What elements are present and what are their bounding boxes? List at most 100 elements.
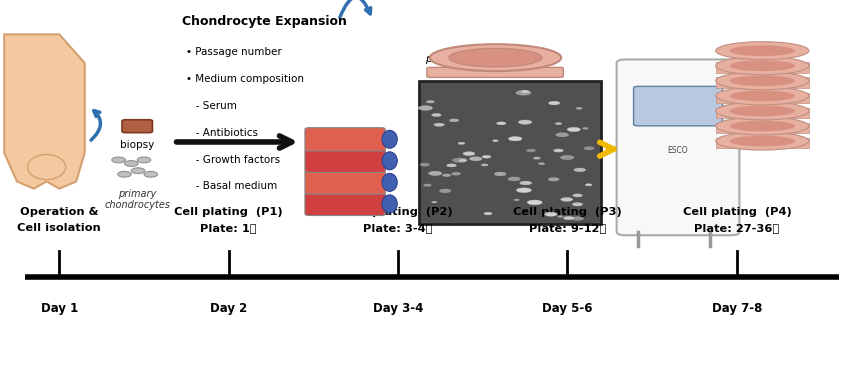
FancyBboxPatch shape	[716, 92, 809, 103]
Ellipse shape	[534, 157, 540, 159]
Ellipse shape	[450, 119, 459, 122]
Ellipse shape	[539, 163, 545, 165]
Ellipse shape	[516, 91, 531, 95]
FancyBboxPatch shape	[716, 62, 809, 73]
Ellipse shape	[452, 158, 467, 163]
Text: primary
chondrocytes: primary chondrocytes	[104, 189, 170, 210]
Ellipse shape	[567, 127, 580, 132]
Ellipse shape	[561, 155, 574, 160]
Ellipse shape	[549, 101, 560, 105]
Text: Operation &: Operation &	[20, 207, 98, 217]
Text: - Serum: - Serum	[186, 101, 237, 111]
Ellipse shape	[583, 127, 588, 129]
Ellipse shape	[716, 42, 809, 60]
Text: - Growth factors: - Growth factors	[186, 155, 280, 164]
Circle shape	[112, 157, 125, 163]
Ellipse shape	[418, 106, 433, 110]
Ellipse shape	[459, 159, 467, 162]
Ellipse shape	[440, 189, 451, 193]
Ellipse shape	[434, 123, 445, 126]
Ellipse shape	[716, 57, 809, 75]
Ellipse shape	[548, 178, 559, 181]
Ellipse shape	[508, 177, 520, 181]
Ellipse shape	[382, 152, 397, 170]
Ellipse shape	[442, 174, 451, 177]
FancyBboxPatch shape	[716, 138, 809, 148]
Ellipse shape	[716, 102, 809, 120]
Ellipse shape	[446, 164, 457, 167]
Ellipse shape	[482, 155, 491, 158]
Text: passaging: passaging	[424, 54, 482, 64]
Text: Plate: 9-12개: Plate: 9-12개	[529, 223, 606, 233]
Ellipse shape	[522, 90, 529, 93]
Text: Day 5-6: Day 5-6	[542, 302, 593, 315]
Ellipse shape	[716, 87, 809, 105]
Ellipse shape	[451, 172, 461, 175]
Ellipse shape	[27, 155, 66, 180]
Ellipse shape	[574, 168, 585, 172]
Ellipse shape	[545, 212, 557, 216]
Ellipse shape	[716, 132, 809, 150]
FancyBboxPatch shape	[634, 86, 722, 126]
Ellipse shape	[584, 147, 595, 150]
Ellipse shape	[426, 100, 435, 103]
Text: Cell plating  (P3): Cell plating (P3)	[513, 207, 622, 217]
Text: Plate: 3-4개: Plate: 3-4개	[363, 223, 433, 233]
FancyBboxPatch shape	[305, 192, 385, 216]
Circle shape	[118, 171, 131, 177]
Ellipse shape	[576, 107, 582, 109]
Ellipse shape	[496, 122, 506, 125]
FancyBboxPatch shape	[617, 60, 739, 235]
Ellipse shape	[558, 216, 563, 217]
Ellipse shape	[508, 137, 522, 141]
Ellipse shape	[493, 140, 498, 142]
Text: - Antibiotics: - Antibiotics	[186, 128, 258, 138]
Text: Cell plating  (P2): Cell plating (P2)	[344, 207, 452, 217]
Text: ESCO: ESCO	[667, 146, 689, 155]
Text: Cell isolation: Cell isolation	[18, 223, 101, 233]
Text: Day 2: Day 2	[210, 302, 247, 315]
Ellipse shape	[730, 91, 795, 101]
Ellipse shape	[432, 113, 441, 117]
Ellipse shape	[429, 44, 561, 71]
Text: - Basal medium: - Basal medium	[186, 181, 278, 191]
Ellipse shape	[573, 203, 583, 206]
Ellipse shape	[555, 123, 562, 125]
Circle shape	[137, 157, 151, 163]
Ellipse shape	[585, 184, 592, 186]
FancyBboxPatch shape	[305, 149, 385, 173]
Circle shape	[144, 171, 158, 177]
Bar	[419, 81, 601, 224]
Ellipse shape	[382, 173, 397, 191]
Ellipse shape	[563, 216, 574, 220]
Ellipse shape	[432, 201, 437, 203]
Text: • Medium composition: • Medium composition	[186, 74, 304, 84]
FancyBboxPatch shape	[305, 128, 385, 151]
Ellipse shape	[517, 188, 531, 192]
Circle shape	[131, 168, 145, 174]
Ellipse shape	[449, 48, 542, 67]
Ellipse shape	[730, 75, 795, 86]
Ellipse shape	[730, 45, 795, 56]
Ellipse shape	[526, 149, 535, 152]
Text: • Passage number: • Passage number	[186, 47, 282, 57]
Text: Plate: 1개: Plate: 1개	[201, 223, 257, 233]
Ellipse shape	[495, 172, 507, 176]
Ellipse shape	[382, 130, 397, 148]
FancyBboxPatch shape	[716, 123, 809, 133]
FancyBboxPatch shape	[716, 107, 809, 118]
Ellipse shape	[556, 133, 568, 137]
FancyBboxPatch shape	[305, 171, 385, 194]
Text: Day 1: Day 1	[41, 302, 78, 315]
Ellipse shape	[458, 142, 465, 144]
Ellipse shape	[561, 198, 573, 201]
Ellipse shape	[730, 136, 795, 146]
Ellipse shape	[716, 72, 809, 90]
Ellipse shape	[573, 194, 582, 197]
Ellipse shape	[518, 120, 532, 124]
Ellipse shape	[520, 181, 532, 185]
Ellipse shape	[382, 195, 397, 213]
FancyBboxPatch shape	[427, 67, 563, 77]
Text: Cell plating  (P4): Cell plating (P4)	[683, 207, 791, 217]
Text: Plate: 27-36개: Plate: 27-36개	[695, 223, 779, 233]
